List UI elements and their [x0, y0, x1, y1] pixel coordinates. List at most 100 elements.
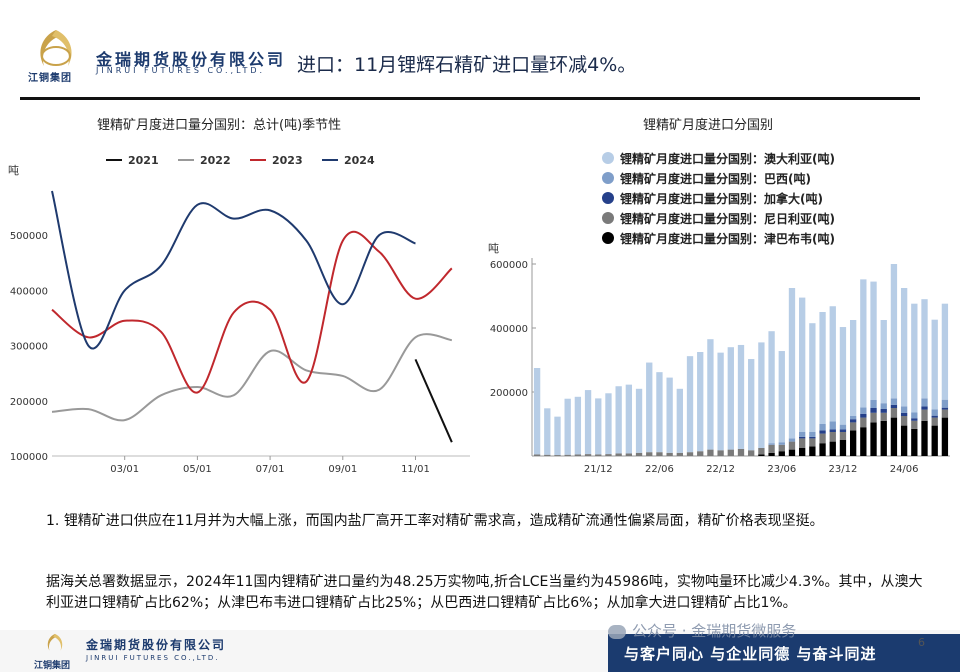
chart2-bar-segment [931, 409, 938, 416]
chart1-legend-label: 2023 [272, 154, 303, 167]
chart2-legend-swatch [602, 232, 614, 244]
bullet-marker: 1. [46, 513, 60, 529]
chart2-bar-segment [860, 417, 867, 428]
chart2-ytick-label: 600000 [490, 260, 528, 271]
chart2-bar-segment [676, 452, 683, 456]
chart2-bar-segment [921, 420, 928, 456]
chart2-bar-segment [605, 454, 612, 456]
chart2-bar-segment [748, 359, 755, 451]
chart2-bar-segment [564, 398, 571, 455]
chart2-bar-segment [911, 428, 918, 456]
chart2-bar-segment [788, 438, 796, 442]
chart2-bar-segment [737, 448, 745, 456]
chart2-bar-segment [941, 417, 949, 456]
chart2-bar-segment [778, 442, 785, 445]
chart2-bar-segment [941, 407, 949, 410]
chart2-bar-segment [900, 412, 908, 416]
chart2-bar-segment [748, 450, 755, 456]
chart2-legend-label: 锂精矿月度进口量分国别：尼日利亚(吨) [620, 211, 835, 226]
chart2-bar-segment [758, 342, 765, 448]
chart2-bar-segment [717, 352, 724, 451]
chart2-bar-segment [870, 422, 877, 456]
chart2-bar-segment [584, 454, 592, 456]
chart2-bar-segment [768, 443, 775, 445]
chart2-bar-segment [788, 441, 796, 450]
chart2-legend-swatch [602, 172, 614, 184]
chart2-bar-segment [799, 297, 806, 432]
chart2-bar-segment [839, 327, 847, 425]
chart2-bar-segment [778, 351, 785, 443]
chart2-ytick-label: 200000 [490, 388, 528, 399]
chart2-bar-segment [829, 306, 836, 422]
chart2-bar-segment [911, 418, 918, 421]
footer-brand-cn: 金瑞期货股份有限公司 [86, 638, 227, 652]
chart2-bar-segment [931, 417, 938, 426]
chart1-legend-label: 2021 [128, 154, 159, 167]
chart2-bar-segment [788, 449, 796, 456]
chart2-bar-segment [717, 450, 724, 456]
chart2-bar-segment [819, 433, 826, 444]
chart2-bar-segment [707, 449, 714, 456]
chart2-bar-segment [911, 303, 918, 413]
chart2-ylabel: 吨 [488, 242, 499, 255]
chart2-bar-segment [900, 406, 908, 413]
chart2-legend-label: 锂精矿月度进口量分国别：澳大利亚(吨) [620, 151, 835, 166]
chart2-bar-segment [860, 413, 867, 418]
chart1-title: 锂精矿月度进口量分国别：总计(吨)季节性 [97, 118, 342, 133]
chart2-bar-segment [666, 452, 673, 456]
chart2-bar-segment [686, 452, 694, 456]
chart2-bar-segment [880, 403, 887, 409]
chart2-legend-swatch [602, 192, 614, 204]
chart2-bar-segment [768, 452, 775, 456]
chart2-bar-segment [890, 408, 898, 418]
chart2-legend-label: 锂精矿月度进口量分国别：津巴布韦(吨) [620, 231, 835, 246]
chart2-bar-segment [839, 424, 847, 430]
chart2-bar-segment [870, 400, 877, 408]
footer-logo-icon [47, 633, 63, 651]
chart1-series-line-2024 [51, 190, 416, 350]
chart2-bar-segment [625, 384, 633, 454]
chart2-bar-segment [574, 454, 582, 456]
logo-subtitle: 江铜集团 [28, 73, 72, 84]
chart2-bar-segment [890, 264, 898, 399]
chart2-bar-segment [829, 421, 836, 430]
chart2-xtick-label: 24/06 [890, 464, 919, 475]
chart2-bar-segment [554, 416, 561, 456]
wechat-watermark: 公众号 · 金瑞期货微服务 [608, 620, 796, 641]
chart2-bar-segment [676, 388, 683, 453]
chart2-bar-segment [799, 432, 806, 437]
title-divider [20, 97, 920, 100]
chart2-bar-segment [849, 419, 857, 423]
chart2-bar-segment [727, 347, 734, 450]
chart1-ytick-label: 200000 [10, 397, 48, 408]
chart2-bar-segment [768, 444, 775, 453]
chart2-bar-segment [778, 444, 785, 452]
chart2-bar-segment [554, 455, 561, 456]
chart1-xtick-label: 03/01 [110, 464, 139, 475]
chart2-ytick-label: 400000 [490, 324, 528, 335]
watermark-text: 公众号 · 金瑞期货微服务 [632, 622, 797, 640]
chart1-ytick-label: 300000 [10, 342, 48, 353]
chart2-bar-segment [635, 388, 643, 453]
chart2-xtick-label: 21/12 [584, 464, 613, 475]
chart2-bar-segment [900, 425, 908, 456]
chart2-bar-segment [860, 279, 867, 408]
chart2-bar-segment [921, 409, 928, 421]
slogan-text: 与客户同心 与企业同德 与奋斗同进 [624, 645, 877, 663]
chart1-ytick-label: 500000 [10, 231, 48, 242]
chart2-bar-segment [788, 288, 796, 439]
chart2-bar-segment [880, 408, 887, 413]
chart2-bar-segment [758, 448, 765, 455]
chart1-legend-label: 2022 [200, 154, 231, 167]
chart2-bar-segment [890, 417, 898, 456]
chart2-bar-segment [809, 446, 816, 456]
seasonal-line-chart: 吨 500000 400000 300000 200000 100000 03/01 05/0… [8, 154, 470, 475]
chart1-series-line-2021 [414, 358, 453, 443]
chart1-xtick-label: 09/01 [328, 464, 357, 475]
stacked-bar-chart: 锂精矿月度进口量分国别：澳大利亚(吨) 锂精矿月度进口量分国别：巴西(吨) 锂精矿月… [488, 151, 950, 475]
chart2-bar-segment [697, 352, 704, 452]
chart2-bar-segment [829, 432, 836, 442]
footer-brand-en: JINRUI FUTURES CO.,LTD. [86, 654, 220, 662]
brand-name-en: JINRUI FUTURES CO.,LTD. [96, 66, 266, 75]
chart2-bar-segment [921, 398, 928, 407]
